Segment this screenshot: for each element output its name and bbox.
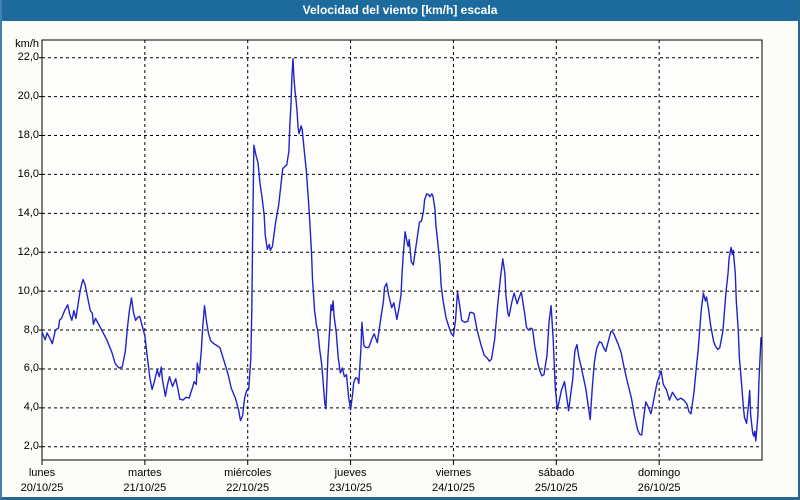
x-date-label: 26/10/25 (637, 482, 681, 494)
window-title: Velocidad del viento [km/h] escala (302, 3, 498, 17)
x-day-label: martes (128, 467, 162, 479)
x-day-label: lunes (28, 467, 56, 479)
x-day-label: miércoles (224, 467, 272, 479)
x-date-label: 20/10/25 (20, 482, 64, 494)
title-bar: Velocidad del viento [km/h] escala (2, 0, 798, 21)
y-tick-label: 2,0 (23, 440, 39, 453)
x-date-label: 25/10/25 (534, 482, 578, 494)
x-day-label: jueves (334, 467, 367, 479)
wind-speed-line (41, 58, 762, 442)
y-tick-label: 4,0 (23, 401, 39, 414)
x-date-label: 24/10/25 (432, 482, 475, 494)
x-day-label: viernes (435, 467, 472, 479)
y-tick-label: 18,0 (17, 129, 39, 142)
y-tick-label: 12,0 (17, 245, 39, 258)
y-axis-unit-label: km/h (15, 38, 39, 50)
y-tick-label: 16,0 (17, 167, 39, 180)
y-tick-label: 14,0 (17, 206, 39, 219)
x-date-label: 22/10/25 (226, 482, 270, 494)
y-tick-label: 10,0 (17, 284, 39, 297)
y-tick-label: 22,0 (17, 51, 39, 64)
y-tick-label: 20,0 (17, 90, 39, 103)
y-tick-label: 6,0 (23, 362, 39, 375)
plot-border (41, 39, 763, 461)
x-day-label: sábado (538, 467, 575, 479)
x-date-label: 23/10/25 (329, 482, 372, 494)
y-tick-label: 8,0 (23, 323, 39, 336)
x-day-label: domingo (638, 467, 681, 479)
x-date-label: 21/10/25 (123, 482, 167, 494)
